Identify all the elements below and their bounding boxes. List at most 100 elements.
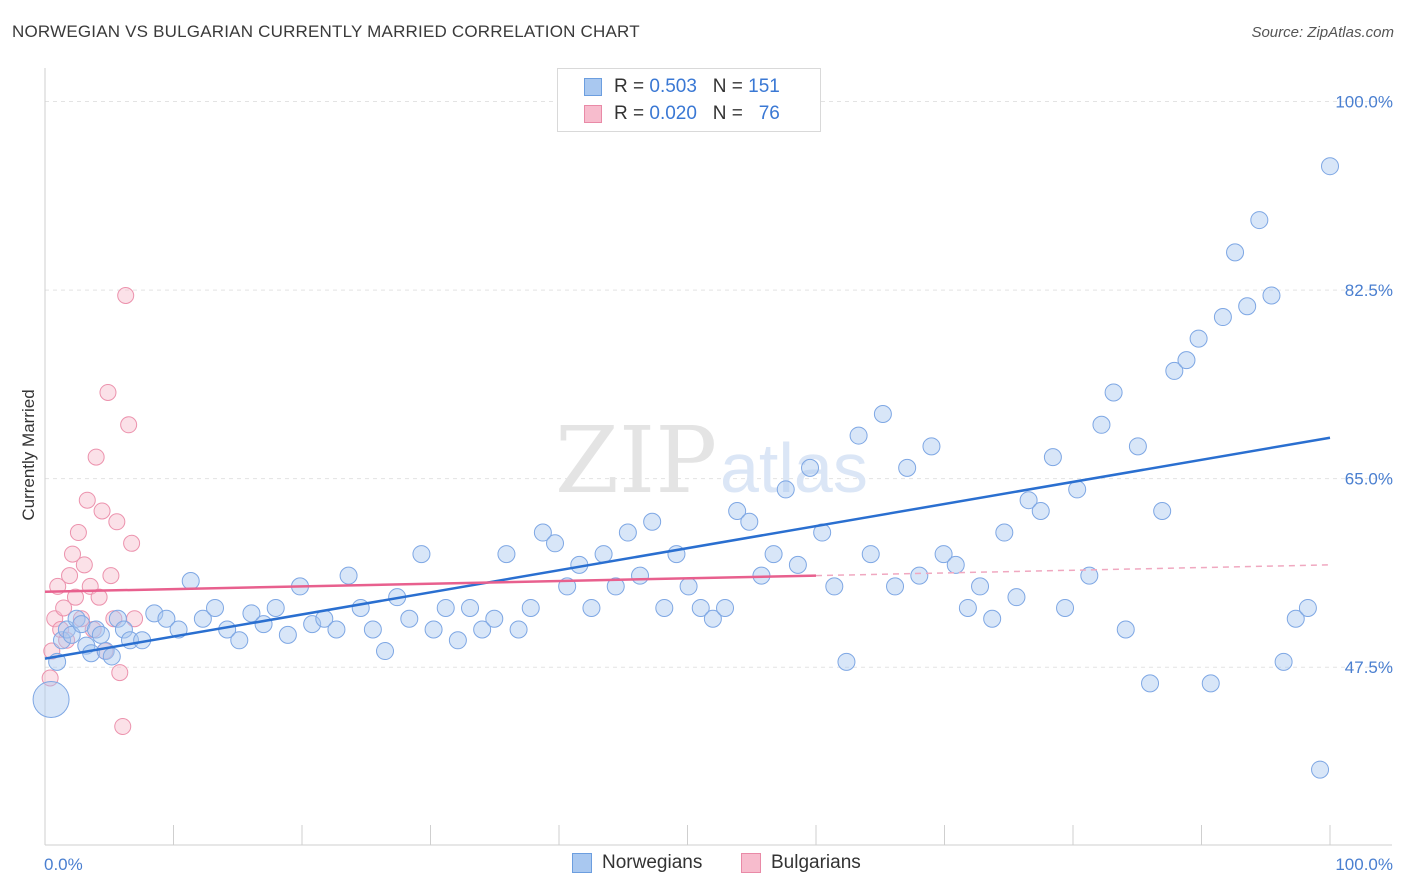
legend-n-value: 151 <box>748 76 780 97</box>
bulgarian-point <box>72 610 90 628</box>
norwegian-point <box>303 615 322 634</box>
norwegians-trendline <box>44 436 1331 660</box>
norwegian-point <box>618 523 637 542</box>
bulgarian-point <box>117 286 135 304</box>
legend-n-label: N = <box>712 103 743 124</box>
norwegian-point <box>363 620 382 639</box>
bottom-legend-label-bulgarians: Bulgarians <box>771 852 861 873</box>
norwegian-point <box>995 523 1014 542</box>
bulgarian-point <box>63 545 81 563</box>
norwegian-point <box>327 620 346 639</box>
norwegian-point <box>1177 351 1196 370</box>
bulgarian-point <box>102 567 120 585</box>
bulgarian-point <box>93 502 111 520</box>
y-tick-label: 100.0% <box>1335 93 1393 112</box>
norwegian-point <box>946 555 965 574</box>
norwegian-point <box>1141 674 1160 693</box>
norwegian-point <box>102 647 121 666</box>
norwegian-point <box>485 609 504 628</box>
bulgarian-point <box>123 534 141 552</box>
norwegian-point <box>436 598 455 617</box>
bulgarian-point <box>120 416 138 434</box>
norwegian-point <box>546 534 565 553</box>
y-tick-label: 82.5% <box>1345 281 1393 300</box>
norwegian-point <box>278 625 297 644</box>
norwegian-point <box>861 545 880 564</box>
norwegian-point <box>922 437 941 456</box>
x-tick-label: 100.0% <box>1335 855 1393 874</box>
norwegian-point <box>32 681 70 719</box>
norwegian-point <box>886 577 905 596</box>
y-tick-label: 47.5% <box>1345 658 1393 677</box>
norwegian-point <box>473 620 492 639</box>
legend-r-value: 0.020 <box>649 103 697 124</box>
trendlines <box>44 436 1331 660</box>
norwegian-point <box>1007 588 1026 607</box>
norwegian-point <box>206 598 225 617</box>
bulgarian-point <box>78 491 96 509</box>
norwegian-point <box>1031 501 1050 520</box>
watermark-zip: ZIP <box>555 407 717 514</box>
legend-swatch-bulgarians <box>584 105 602 123</box>
norwegian-point <box>1019 491 1038 510</box>
norwegian-point <box>424 620 443 639</box>
norwegian-point <box>1056 598 1075 617</box>
bulgarian-point <box>58 631 76 649</box>
norwegian-point <box>776 480 795 499</box>
norwegian-point <box>509 620 528 639</box>
norwegian-point <box>1189 329 1208 348</box>
watermark-atlas: atlas <box>720 429 868 507</box>
norwegian-point <box>412 545 431 564</box>
norwegian-point <box>971 577 990 596</box>
norwegian-point <box>400 609 419 628</box>
norwegian-point <box>1068 480 1087 499</box>
norwegian-point <box>351 598 370 617</box>
norwegian-point <box>1321 157 1339 176</box>
legend-r-value: 0.503 <box>649 76 697 97</box>
norwegian-point <box>242 604 261 623</box>
norwegian-point <box>825 577 844 596</box>
bulgarian-point <box>75 556 93 574</box>
bottom-legend-swatch-bulgarians <box>741 853 761 873</box>
norwegian-point <box>157 609 176 628</box>
norwegian-point <box>898 458 917 477</box>
norwegian-point <box>1262 286 1281 305</box>
norwegian-point <box>521 598 540 617</box>
legend-row-bulgarians: R = 0.020 N = 76 <box>584 102 780 126</box>
norwegian-point <box>1311 760 1330 779</box>
bulgarian-point <box>66 588 84 606</box>
norwegian-point <box>958 598 977 617</box>
chart-title: NORWEGIAN VS BULGARIAN CURRENTLY MARRIED… <box>12 22 640 41</box>
norwegian-point <box>691 598 710 617</box>
bottom-legend-bulgarians[interactable]: Bulgarians <box>741 852 861 874</box>
norwegian-point <box>934 545 953 564</box>
gridlines <box>45 101 1392 668</box>
norwegian-point <box>582 598 601 617</box>
norwegian-point <box>230 631 249 650</box>
norwegian-point <box>1092 415 1111 434</box>
norwegian-point <box>716 598 735 617</box>
norwegian-point <box>1104 383 1123 402</box>
legend-r-label: R = <box>614 76 645 97</box>
norwegian-point <box>1043 448 1062 467</box>
norwegian-point <box>448 631 467 650</box>
bulgarian-point <box>69 524 87 542</box>
bulgarian-point <box>114 717 132 735</box>
legend-swatch-norwegians <box>584 78 602 96</box>
norwegian-point <box>1298 598 1317 617</box>
norwegian-point <box>606 577 625 596</box>
norwegian-point <box>1213 308 1232 327</box>
norwegian-point <box>1153 501 1172 520</box>
bulgarians-trendline-extension <box>815 564 1331 577</box>
norwegian-point <box>91 625 110 644</box>
norwegian-point <box>181 572 200 591</box>
bottom-legend-norwegians[interactable]: Norwegians <box>572 852 702 874</box>
norwegian-point <box>801 458 820 477</box>
bulgarian-point <box>87 448 105 466</box>
norwegian-point <box>376 642 395 661</box>
norwegian-point <box>114 620 133 639</box>
norwegian-point <box>1080 566 1099 585</box>
norwegian-point <box>655 598 674 617</box>
norwegian-point <box>703 609 722 628</box>
